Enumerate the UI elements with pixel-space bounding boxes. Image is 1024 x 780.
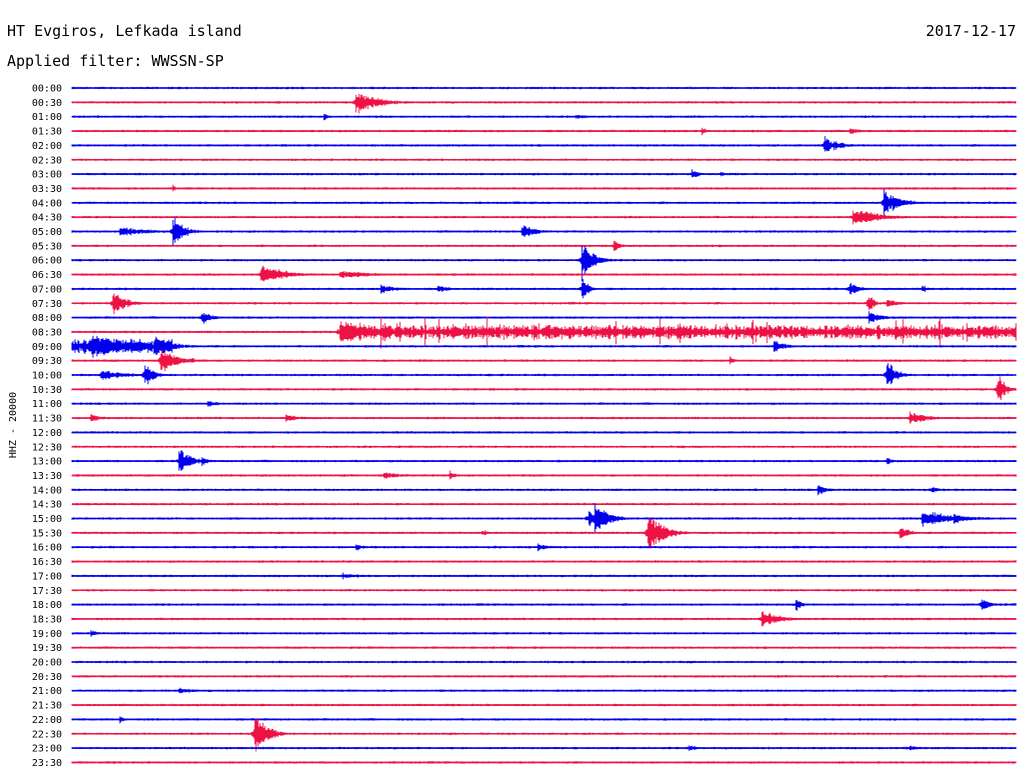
row-label-0630: 06:30 [32, 270, 62, 281]
row-label-1900: 19:00 [32, 629, 62, 640]
row-label-1200: 12:00 [32, 428, 62, 439]
row-label-1830: 18:30 [32, 614, 62, 625]
row-label-2130: 21:30 [32, 701, 62, 712]
row-label-0000: 00:00 [32, 84, 62, 95]
row-label-2000: 20:00 [32, 658, 62, 669]
row-label-0300: 03:00 [32, 170, 62, 181]
row-label-1230: 12:30 [32, 442, 62, 453]
row-label-0100: 01:00 [32, 112, 62, 123]
row-label-1600: 16:00 [32, 543, 62, 554]
y-axis-label: HHZ - 20000 [8, 392, 19, 458]
trace-row-0630 [71, 265, 1017, 282]
row-label-0130: 01:30 [32, 127, 62, 138]
row-label-1630: 16:30 [32, 557, 62, 568]
row-label-1000: 10:00 [32, 371, 62, 382]
row-label-1430: 14:30 [32, 500, 62, 511]
row-label-1130: 11:30 [32, 414, 62, 425]
row-label-1730: 17:30 [32, 586, 62, 597]
station-title: HT Evgiros, Lefkada island [7, 22, 242, 40]
trace-row-0600 [71, 246, 1017, 282]
row-label-1700: 17:00 [32, 571, 62, 582]
row-label-2330: 23:30 [32, 758, 62, 769]
row-label-0400: 04:00 [32, 198, 62, 209]
row-label-1100: 11:00 [32, 399, 62, 410]
row-label-0430: 04:30 [32, 213, 62, 224]
row-label-0230: 02:30 [32, 155, 62, 166]
row-label-1930: 19:30 [32, 643, 62, 654]
row-label-0500: 05:00 [32, 227, 62, 238]
row-label-2100: 21:00 [32, 686, 62, 697]
row-label-2030: 20:30 [32, 672, 62, 683]
row-label-0730: 07:30 [32, 299, 62, 310]
trace-row-0300 [71, 169, 1017, 178]
row-label-1300: 13:00 [32, 457, 62, 468]
trace-row-0200 [71, 136, 1017, 152]
row-label-0030: 00:30 [32, 98, 62, 109]
row-label-0200: 02:00 [32, 141, 62, 152]
seismic-traces [71, 86, 1017, 764]
row-labels: 00:00 00:30 01:00 01:30 02:00 02:30 03:00 03:30… [32, 84, 62, 769]
row-label-0800: 08:00 [32, 313, 62, 324]
trace-row-0030 [71, 93, 1017, 114]
row-label-0330: 03:30 [32, 184, 62, 195]
row-label-1330: 13:30 [32, 471, 62, 482]
trace-row-2230 [71, 718, 1017, 752]
row-label-1400: 14:00 [32, 485, 62, 496]
row-label-0600: 06:00 [32, 256, 62, 267]
row-label-1030: 10:30 [32, 385, 62, 396]
row-label-0530: 05:30 [32, 241, 62, 252]
row-label-1500: 15:00 [32, 514, 62, 525]
date-label: 2017-12-17 [925, 22, 1016, 40]
trace-row-1030 [71, 376, 1017, 400]
svg-text:HHZ - 20000: HHZ - 20000 [8, 392, 19, 458]
row-label-0900: 09:00 [32, 342, 62, 353]
row-label-0930: 09:30 [32, 356, 62, 367]
filter-label: Applied filter: WWSSN-SP [7, 52, 224, 70]
row-label-2300: 23:00 [32, 744, 62, 755]
row-label-0700: 07:00 [32, 284, 62, 295]
row-label-2200: 22:00 [32, 715, 62, 726]
row-label-0830: 08:30 [32, 327, 62, 338]
row-label-2230: 22:30 [32, 729, 62, 740]
trace-row-1000 [71, 363, 1017, 385]
row-label-1800: 18:00 [32, 600, 62, 611]
row-label-1530: 15:30 [32, 528, 62, 539]
